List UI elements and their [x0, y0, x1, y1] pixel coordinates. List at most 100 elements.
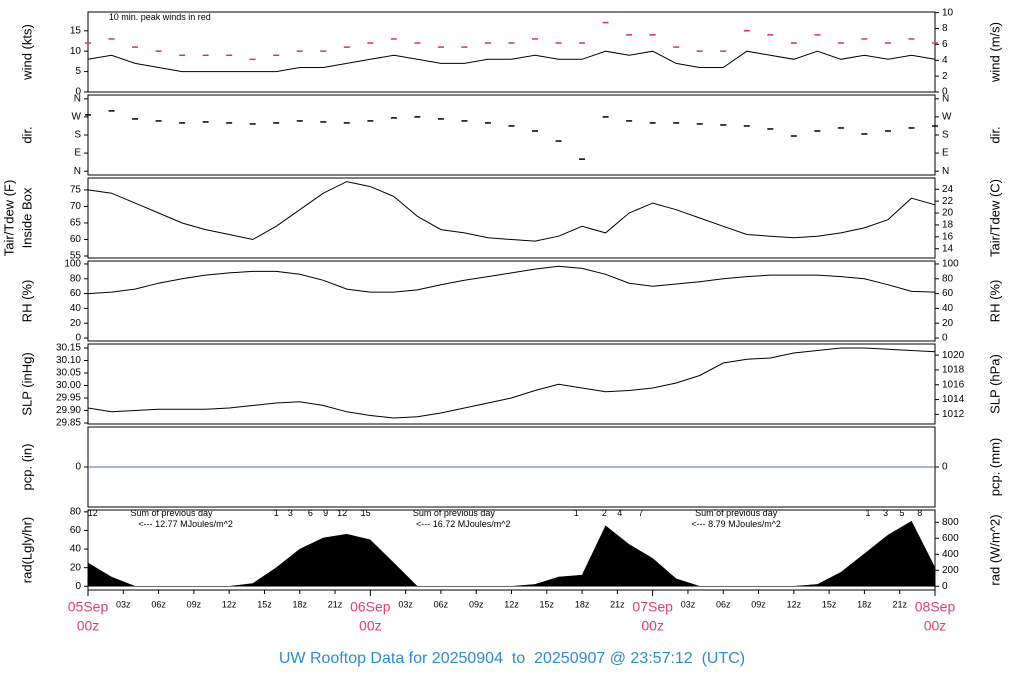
- y-tick-label: 30.00: [56, 380, 81, 391]
- y-tick-label: 65: [70, 218, 82, 229]
- x-major-label: 06Sep: [350, 599, 391, 615]
- y2-tick-label: 14: [942, 243, 954, 254]
- y-tick-label: 75: [70, 185, 82, 196]
- y2-tick-label: 800: [942, 517, 959, 528]
- y2-tick-label: 20: [942, 318, 954, 329]
- y2-tick-label: 2: [942, 71, 948, 82]
- y-tick-label: 20: [70, 318, 82, 329]
- annotation: 10 min. peak winds in red: [109, 12, 211, 22]
- annotation: 3: [288, 508, 293, 518]
- x-tick-label: 03z: [398, 599, 413, 609]
- y2-tick-label: 1018: [942, 365, 965, 376]
- y2-tick-label: 0: [942, 581, 948, 592]
- y2-tick-label: 0: [942, 462, 948, 473]
- y2-axis-label: rad (W/m^2): [987, 514, 1002, 585]
- y2-axis-label: SLP (hPa): [987, 354, 1002, 414]
- panel-frame: [87, 343, 936, 425]
- y-axis-label: rad(Lgly/hr): [19, 517, 34, 583]
- y-tick-label: 29.95: [56, 393, 81, 404]
- y-tick-label: 5: [75, 66, 81, 77]
- y2-tick-label: 0: [942, 333, 948, 344]
- annotation: <--- 12.77 MJoules/m^2: [138, 519, 233, 529]
- x-tick-label: 06z: [716, 599, 731, 609]
- y2-tick-label: 1016: [942, 379, 965, 390]
- y2-tick-label: 600: [942, 533, 959, 544]
- y2-axis-label: RH (%): [987, 280, 1002, 323]
- panel-frame: [87, 177, 936, 259]
- y2-tick-label: 8: [942, 23, 948, 34]
- y-tick-label: 40: [70, 544, 82, 555]
- x-tick-label: 21z: [328, 599, 343, 609]
- x-tick-label: 12z: [222, 599, 237, 609]
- y2-tick-label: 24: [942, 184, 954, 195]
- x-major-sublabel: 00z: [641, 618, 664, 634]
- y2-axis-label: pcp. (mm): [987, 438, 1002, 497]
- y-tick-label: E: [74, 148, 81, 159]
- y-axis-label: SLP (inHg): [19, 352, 34, 415]
- y-tick-label: 40: [70, 303, 82, 314]
- y2-axis-label: dir.: [987, 126, 1002, 143]
- chart-title: UW Rooftop Data for 20250904 to 20250907…: [279, 650, 745, 667]
- y2-tick-label: 18: [942, 220, 954, 231]
- y2-tick-label: S: [942, 130, 949, 141]
- y-tick-label: 80: [70, 507, 82, 518]
- x-major-label: 08Sep: [915, 599, 956, 615]
- y2-tick-label: 6: [942, 39, 948, 50]
- x-tick-label: 21z: [892, 599, 907, 609]
- y2-tick-label: N: [942, 166, 949, 177]
- y-tick-label: 0: [75, 333, 81, 344]
- x-tick-label: 15z: [257, 599, 272, 609]
- y2-tick-label: 40: [942, 303, 954, 314]
- y-tick-label: 55: [70, 251, 82, 262]
- y2-tick-label: 4: [942, 55, 948, 66]
- y-axis-label: wind (kts): [19, 24, 34, 81]
- y-tick-label: S: [74, 130, 81, 141]
- y2-tick-label: 16: [942, 231, 954, 242]
- y2-tick-label: 60: [942, 288, 954, 299]
- annotation: 1: [574, 508, 579, 518]
- y-tick-label: 29.90: [56, 405, 81, 416]
- y-tick-label: 20: [70, 562, 82, 573]
- x-major-sublabel: 00z: [359, 618, 382, 634]
- y-tick-label: 29.85: [56, 418, 81, 429]
- x-tick-label: 15z: [540, 599, 555, 609]
- annotation: 4: [617, 508, 622, 518]
- annotation: 5: [900, 508, 905, 518]
- data-line: [87, 265, 936, 295]
- x-tick-label: 03z: [681, 599, 696, 609]
- x-tick-label: 06z: [151, 599, 166, 609]
- data-line: [87, 347, 936, 419]
- annotation: 6: [308, 508, 313, 518]
- x-tick-label: 21z: [610, 599, 625, 609]
- panel-frame: [87, 11, 936, 93]
- data-area: [87, 520, 936, 587]
- x-tick-label: 12z: [504, 599, 519, 609]
- annotation: <--- 16.72 MJoules/m^2: [416, 519, 511, 529]
- annotation: 8: [917, 508, 922, 518]
- y-tick-label: 60: [70, 288, 82, 299]
- y-tick-label: 0: [75, 581, 81, 592]
- annotation: 12: [88, 508, 98, 518]
- panel-frame: [87, 260, 936, 342]
- x-major-sublabel: 00z: [77, 618, 100, 634]
- annotation: Sum of previous day: [131, 508, 214, 518]
- y-tick-label: 30.10: [56, 355, 81, 366]
- y-tick-label: 15: [70, 25, 82, 36]
- y2-tick-label: 20: [942, 208, 954, 219]
- y-tick-label: 100: [64, 259, 81, 270]
- y2-tick-label: 10: [942, 7, 954, 18]
- annotation: 12: [337, 508, 347, 518]
- y-tick-label: 60: [70, 234, 82, 245]
- y-axis-label: RH (%): [19, 280, 34, 323]
- annotation: 1: [274, 508, 279, 518]
- y2-tick-label: W: [942, 112, 952, 123]
- x-tick-label: 03z: [116, 599, 131, 609]
- y-axis-label: pcp. (in): [19, 444, 34, 491]
- x-tick-label: 18z: [292, 599, 307, 609]
- y2-tick-label: 1020: [942, 350, 965, 361]
- x-major-label: 05Sep: [68, 599, 109, 615]
- y-tick-label: 60: [70, 525, 82, 536]
- y-tick-label: N: [74, 166, 81, 177]
- x-tick-label: 09z: [469, 599, 484, 609]
